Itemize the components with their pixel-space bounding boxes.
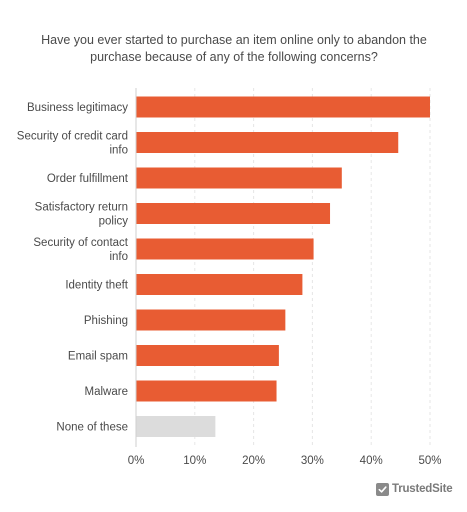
category-label: Order fulfillment [47, 173, 129, 185]
bar-security-of-contact-info [136, 238, 314, 260]
x-tick-label: 50% [418, 455, 441, 467]
chart-title-line-2: purchase because of any of the following… [90, 50, 378, 64]
category-label: Phishing [84, 315, 128, 327]
x-tick-label: 20% [242, 455, 265, 467]
x-tick-labels: 0% 10% 20% 30% 40% 50% [128, 455, 442, 467]
checkmark-icon [376, 482, 389, 496]
grid-lines [135, 88, 431, 447]
bars [136, 96, 430, 437]
category-label: Security of credit card info [17, 131, 128, 157]
brand-name: TrustedSite [392, 483, 453, 495]
category-label: Satisfactory return policy [35, 202, 129, 228]
category-label: Malware [85, 386, 128, 398]
bar-security-of-credit-card-info [136, 132, 399, 153]
bar-satisfactory-return-policy [136, 203, 331, 224]
category-label: Identity theft [65, 280, 128, 292]
brand-logo: TrustedSite [376, 481, 453, 497]
category-labels: Business legitimacy Security of credit ca… [17, 102, 129, 434]
bar-order-fulfillment [136, 167, 342, 189]
chart-title-line-1: Have you ever started to purchase an ite… [41, 33, 427, 47]
bar-malware [136, 380, 277, 402]
bar-identity-theft [136, 274, 303, 295]
x-tick-label: 30% [301, 455, 324, 467]
x-tick-label: 10% [183, 455, 206, 467]
category-label: Email spam [68, 351, 128, 363]
category-label: None of these [56, 422, 128, 434]
bar-email-spam [136, 345, 279, 366]
bar-phishing [136, 309, 286, 331]
bar-business-legitimacy [136, 96, 430, 118]
bar-none-of-these [136, 416, 216, 437]
chart-title: Have you ever started to purchase an ite… [34, 32, 434, 66]
x-tick-label: 0% [128, 455, 145, 467]
category-label: Business legitimacy [27, 102, 128, 114]
x-tick-label: 40% [360, 455, 383, 467]
category-label: Security of contact info [33, 237, 128, 263]
